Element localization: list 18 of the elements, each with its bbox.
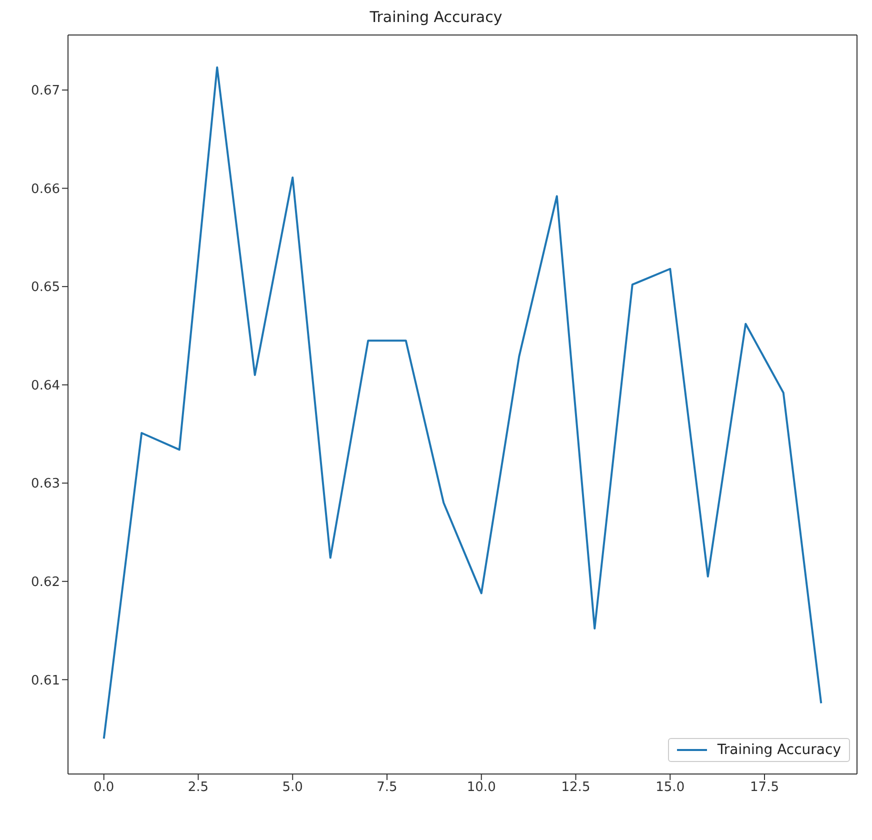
line-series: [102, 66, 822, 740]
y-tick-label: 0.67: [31, 84, 60, 99]
y-tick-label: 0.65: [31, 280, 60, 296]
x-tick-label: 17.5: [750, 780, 779, 796]
x-tick-label: 7.5: [376, 780, 398, 796]
x-tick-label: 5.0: [282, 780, 303, 796]
y-tick-label: 0.66: [31, 182, 60, 197]
y-tick-label: 0.64: [31, 378, 60, 394]
x-tick-label: 0.0: [94, 780, 114, 796]
y-tick-label: 0.61: [31, 673, 60, 688]
x-tick-label: 2.5: [188, 780, 209, 796]
x-tick-label: 10.0: [466, 780, 496, 796]
x-tick-label: 15.0: [656, 780, 685, 796]
y-tick-label: 0.63: [31, 476, 60, 492]
legend-label: Training Accuracy: [717, 742, 841, 758]
chart-title: Training Accuracy: [368, 8, 504, 28]
y-tick-label: 0.62: [31, 575, 60, 590]
x-tick-label: 12.5: [561, 780, 590, 796]
